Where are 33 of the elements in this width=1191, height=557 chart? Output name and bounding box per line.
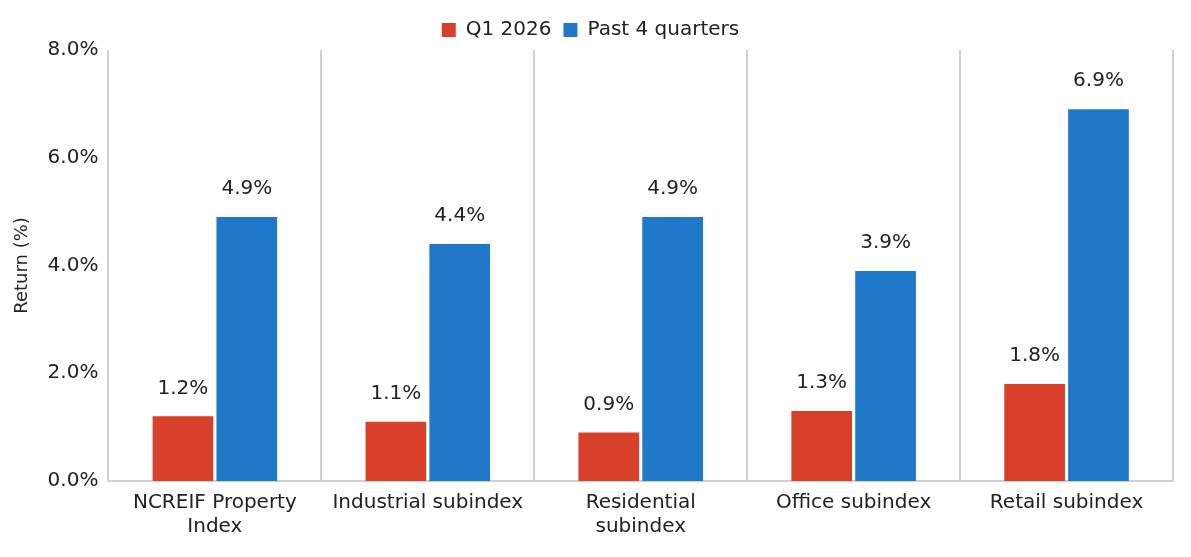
bar [642,217,703,481]
bar [855,270,916,481]
legend-label: Q1 2026 [465,16,552,41]
y-tick-label: 6.0% [47,143,99,168]
bar [152,416,214,481]
x-tick-label: Residential subindex [585,489,696,538]
data-label: 0.9% [583,390,635,415]
bar [216,217,278,481]
x-tick-label: Office subindex [776,489,932,514]
data-label: 4.9% [221,175,273,200]
data-label: 3.9% [860,229,911,254]
y-tick-label: 4.0% [47,251,99,276]
y-axis-title: Return (%) [10,217,32,314]
y-tick-label: 8.0% [47,36,99,61]
bar [365,421,427,481]
data-label: 6.9% [1073,67,1124,92]
data-label: 4.4% [434,202,486,227]
bar [791,410,853,481]
data-label: 1.1% [370,379,422,404]
y-tick-label: 0.0% [47,467,99,492]
data-label: 1.2% [157,374,209,399]
bar [429,243,491,481]
legend-label: Past 4 quarters [587,16,740,41]
data-label: 1.3% [796,369,848,394]
data-label: 4.9% [647,175,699,200]
y-tick-label: 2.0% [47,359,99,384]
x-tick-label: NCREIF Property Index [132,489,297,538]
data-label: 1.8% [1009,342,1061,367]
bar [578,432,640,481]
x-tick-label: Retail subindex [989,489,1144,514]
x-tick-label: Industrial subindex [332,489,524,514]
bar [1068,109,1129,481]
bar [1004,384,1065,481]
